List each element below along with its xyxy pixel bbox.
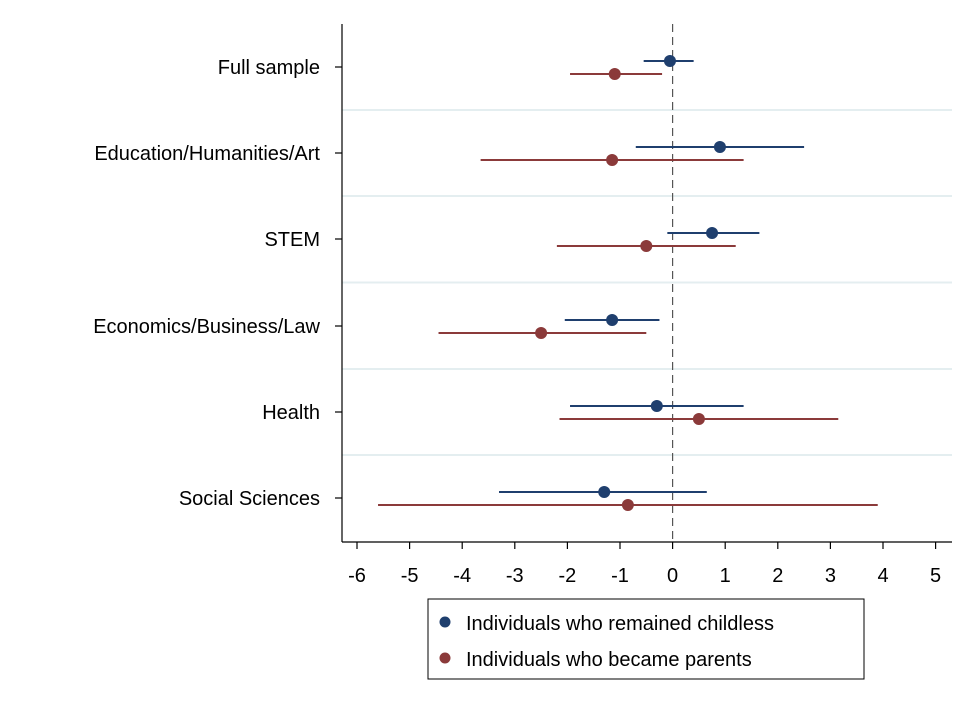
category-labels: Full sample Education/Humanities/Art STEM E… (93, 57, 342, 510)
category-label: Economics/Business/Law (93, 316, 320, 338)
point-estimate (598, 486, 611, 498)
point-estimate (606, 314, 619, 326)
category-label: Social Sciences (179, 488, 320, 510)
point-estimate (650, 400, 663, 412)
category-label: Education/Humanities/Art (94, 143, 320, 165)
x-tick-label: 4 (877, 565, 888, 587)
x-tick-label: -1 (611, 565, 629, 587)
point-estimate (621, 499, 634, 511)
x-tick-label: 1 (720, 565, 731, 587)
legend-box (427, 598, 865, 680)
point-estimate (663, 55, 676, 67)
legend-marker (439, 652, 451, 664)
x-tick-label: -5 (401, 565, 419, 587)
legend: Individuals who remained childless Indivi… (427, 598, 865, 680)
point-estimate (692, 413, 705, 425)
category-label: STEM (264, 229, 320, 251)
x-tick-label: 3 (825, 565, 836, 587)
point-estimate (535, 327, 548, 339)
x-tick-label: 0 (667, 565, 678, 587)
category-label: Full sample (218, 57, 320, 79)
legend-label: Individuals who became parents (466, 649, 752, 671)
category-separator-lines (342, 109, 952, 456)
x-axis: -6 -5 -4 -3 -2 -1 0 1 2 3 4 5 (348, 542, 941, 587)
point-estimate (606, 154, 619, 166)
plot-frame (341, 24, 952, 543)
x-tick-label: -2 (559, 565, 577, 587)
category-label: Health (262, 402, 320, 424)
x-tick-label: 5 (930, 565, 941, 587)
point-estimate (640, 240, 653, 252)
x-tick-label: -4 (453, 565, 471, 587)
x-tick-label: -3 (506, 565, 524, 587)
x-tick-label: 2 (772, 565, 783, 587)
legend-marker (439, 616, 451, 628)
legend-label: Individuals who remained childless (466, 613, 774, 635)
point-estimate (706, 227, 719, 239)
x-tick-label: -6 (348, 565, 366, 587)
point-estimate (608, 68, 621, 80)
data-marks (378, 55, 878, 511)
point-estimate (713, 141, 726, 153)
